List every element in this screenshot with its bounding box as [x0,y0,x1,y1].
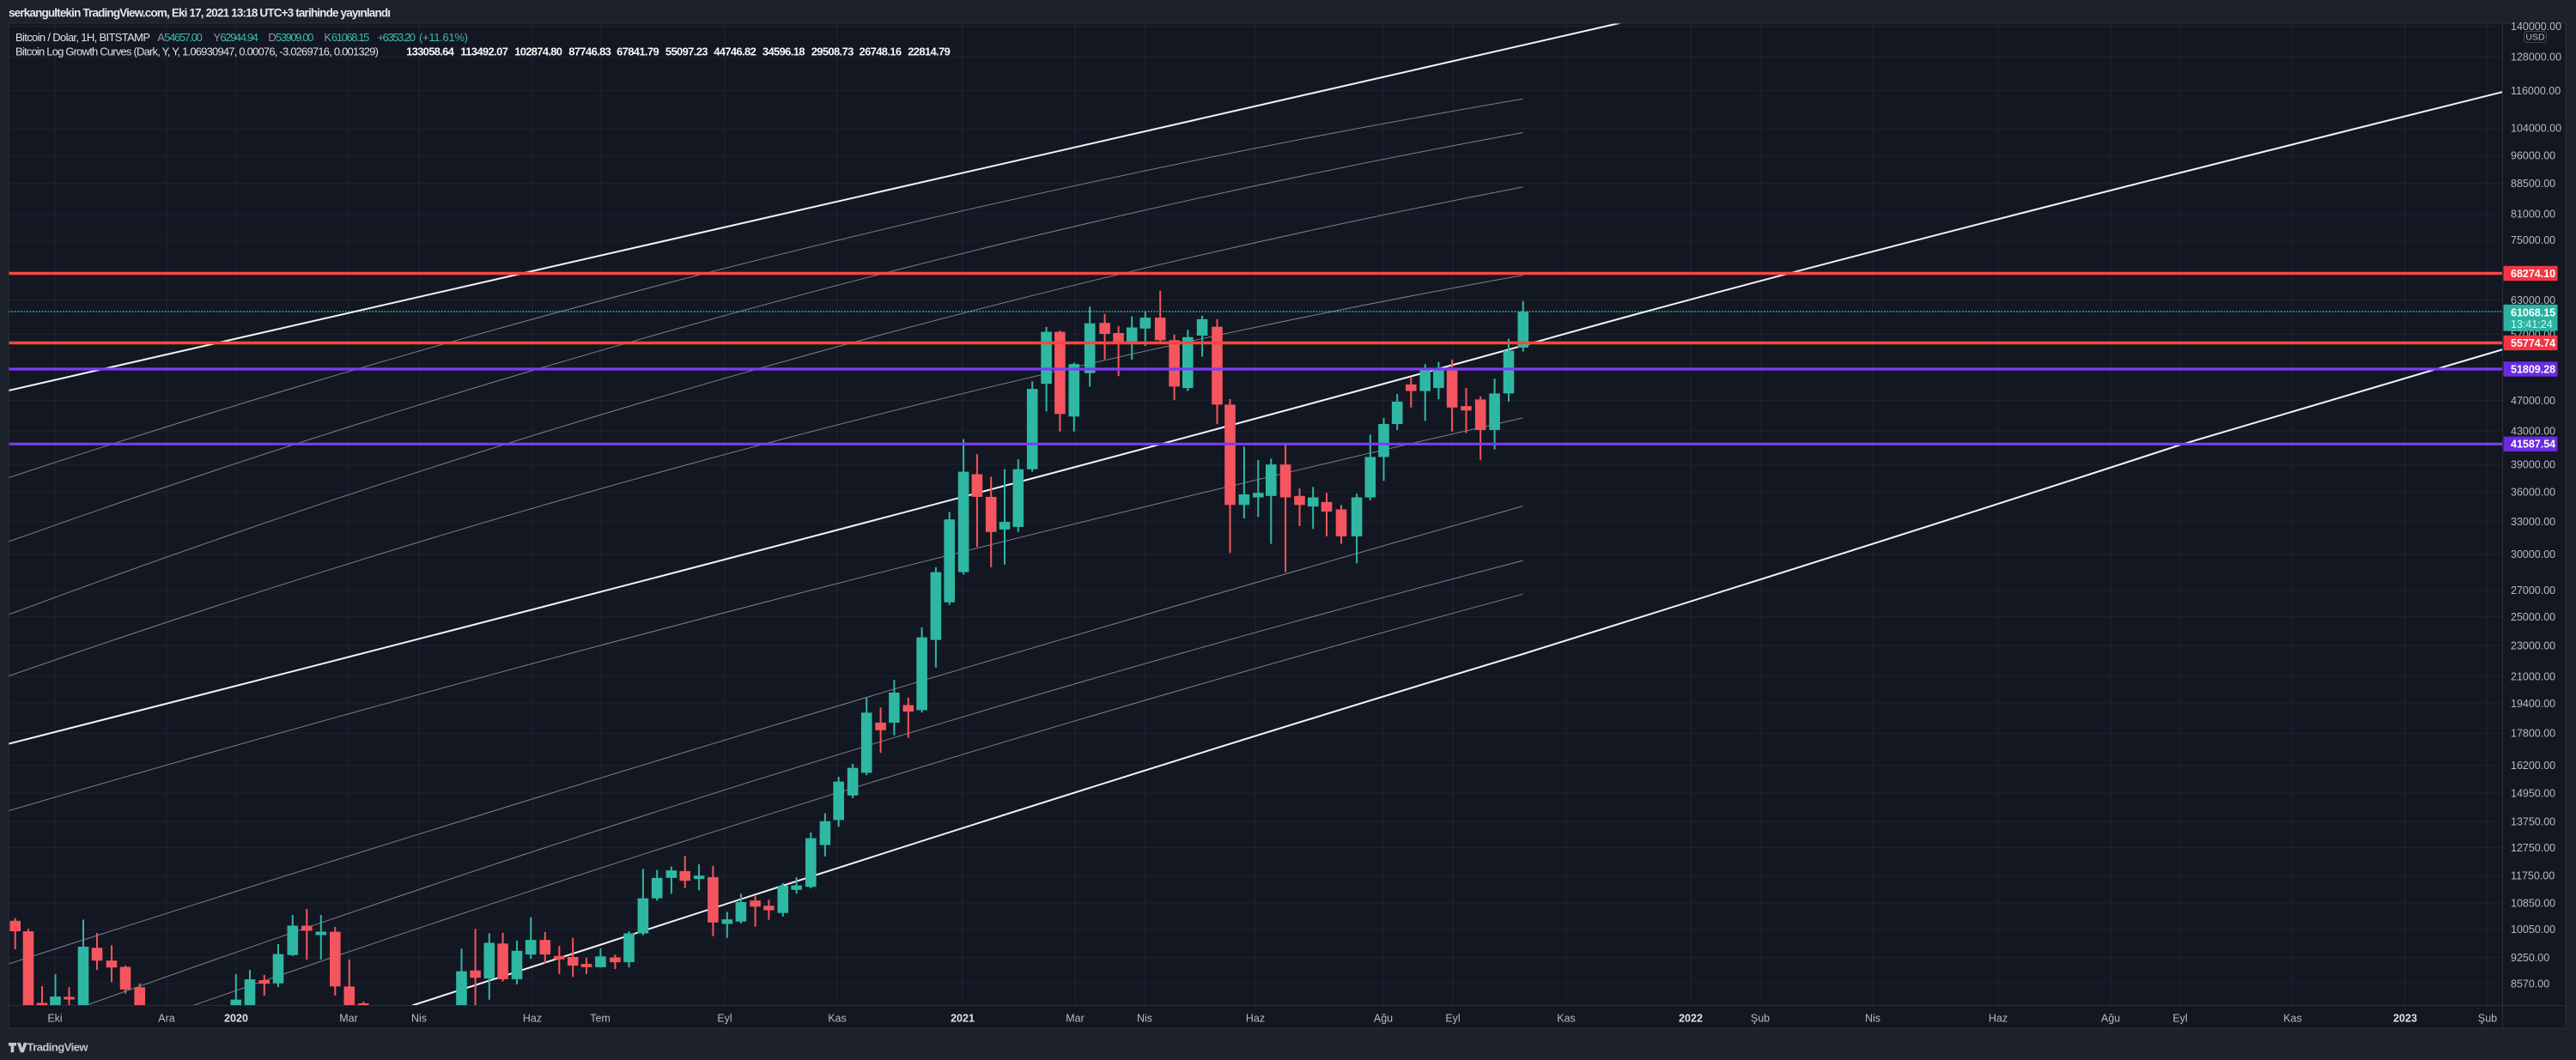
svg-text:41587.54: 41587.54 [2511,439,2555,451]
svg-text:22814.79: 22814.79 [908,45,951,58]
svg-text:Kas: Kas [2283,1013,2302,1025]
svg-text:23000.00: 23000.00 [2511,639,2555,651]
svg-text:63000.00: 63000.00 [2511,294,2555,306]
svg-text:30000.00: 30000.00 [2511,548,2555,560]
svg-text:12750.00: 12750.00 [2511,842,2555,854]
svg-text:Nis: Nis [411,1013,427,1025]
svg-text:Kas: Kas [1557,1013,1576,1025]
svg-text:Mar: Mar [339,1013,358,1025]
svg-text:13:41:24: 13:41:24 [2511,318,2553,330]
svg-text:Nis: Nis [1865,1013,1880,1025]
svg-text:Eyl: Eyl [2172,1013,2187,1025]
svg-text:9250.00: 9250.00 [2511,952,2549,964]
svg-text:87746.83: 87746.83 [568,45,611,58]
svg-text:27000.00: 27000.00 [2511,585,2555,597]
svg-text:Kas: Kas [828,1013,847,1025]
svg-text:25000.00: 25000.00 [2511,611,2555,623]
svg-text:44746.82: 44746.82 [714,45,756,58]
svg-text:96000.00: 96000.00 [2511,150,2555,162]
svg-text:62944.94: 62944.94 [220,31,258,44]
svg-text:Eki: Eki [47,1013,62,1025]
svg-text:53909.00: 53909.00 [276,31,314,44]
svg-text:Eyl: Eyl [1445,1013,1460,1025]
svg-text:8570.00: 8570.00 [2511,978,2549,990]
svg-text:Şub: Şub [2478,1013,2497,1025]
svg-text:Ara: Ara [158,1013,175,1025]
svg-text:21000.00: 21000.00 [2511,671,2555,683]
svg-text:113492.07: 113492.07 [460,45,508,58]
svg-text:88500.00: 88500.00 [2511,178,2555,190]
svg-text:19400.00: 19400.00 [2511,698,2555,710]
svg-text:Tem: Tem [590,1013,611,1025]
svg-text:Haz: Haz [1246,1013,1265,1025]
svg-text:33000.00: 33000.00 [2511,516,2555,528]
svg-text:Y: Y [213,31,221,44]
svg-text:75000.00: 75000.00 [2511,234,2555,246]
svg-text:D: D [268,31,276,44]
svg-text:39000.00: 39000.00 [2511,458,2555,470]
svg-text:26748.16: 26748.16 [860,45,902,58]
svg-text:Haz: Haz [523,1013,542,1025]
svg-text:68274.10: 68274.10 [2511,268,2555,280]
svg-text:54657.00: 54657.00 [164,31,203,44]
svg-text:Haz: Haz [1989,1013,2008,1025]
svg-text:47000.00: 47000.00 [2511,395,2555,407]
svg-text:2020: 2020 [224,1013,248,1025]
svg-text:13750.00: 13750.00 [2511,816,2555,828]
svg-text:10850.00: 10850.00 [2511,897,2555,909]
svg-text:serkangultekin TradingView.com: serkangultekin TradingView.com, Eki 17, … [9,7,391,20]
svg-text:2021: 2021 [951,1013,975,1025]
svg-text:67841.79: 67841.79 [617,45,659,58]
svg-text:43000.00: 43000.00 [2511,425,2555,437]
svg-text:14950.00: 14950.00 [2511,787,2555,799]
svg-text:Eyl: Eyl [717,1013,732,1025]
svg-text:Nis: Nis [1137,1013,1152,1025]
svg-text:2022: 2022 [1679,1013,1703,1025]
svg-text:51809.28: 51809.28 [2511,363,2555,375]
svg-text:16200.00: 16200.00 [2511,760,2555,772]
svg-text:29508.73: 29508.73 [811,45,854,58]
svg-text:17800.00: 17800.00 [2511,728,2555,740]
svg-text:140000.00: 140000.00 [2511,21,2561,33]
svg-text:A: A [157,31,165,44]
svg-text:104000.00: 104000.00 [2511,123,2561,135]
svg-text:Şub: Şub [1751,1013,1770,1025]
svg-text:+6353.20: +6353.20 [378,31,416,44]
svg-text:61068.15: 61068.15 [331,31,370,44]
svg-text:Bitcoin / Dolar, 1H, BITSTAMP: Bitcoin / Dolar, 1H, BITSTAMP [15,31,150,44]
svg-text:34596.18: 34596.18 [762,45,805,58]
svg-text:Ağu: Ağu [1374,1013,1393,1025]
svg-text:K: K [324,31,331,44]
svg-text:116000.00: 116000.00 [2511,85,2561,97]
svg-text:102874.80: 102874.80 [514,45,562,58]
svg-text:11750.00: 11750.00 [2511,870,2555,882]
svg-text:Mar: Mar [1066,1013,1084,1025]
svg-text:USD: USD [2525,33,2545,43]
svg-text:Ağu: Ağu [2101,1013,2120,1025]
svg-text:(+11.61%): (+11.61%) [419,31,468,44]
svg-text:55097.23: 55097.23 [665,45,708,58]
svg-text:TradingView: TradingView [27,1041,89,1054]
svg-text:81000.00: 81000.00 [2511,208,2555,220]
svg-text:36000.00: 36000.00 [2511,486,2555,498]
svg-text:2023: 2023 [2393,1013,2417,1025]
svg-text:133058.64: 133058.64 [406,45,455,58]
svg-text:128000.00: 128000.00 [2511,51,2561,64]
svg-text:Bitcoin Log Growth Curves (Dar: Bitcoin Log Growth Curves (Dark, Y, Y, 1… [15,45,379,58]
svg-text:10050.00: 10050.00 [2511,924,2555,936]
svg-text:61068.15: 61068.15 [2511,306,2555,318]
svg-text:55774.74: 55774.74 [2511,337,2555,349]
